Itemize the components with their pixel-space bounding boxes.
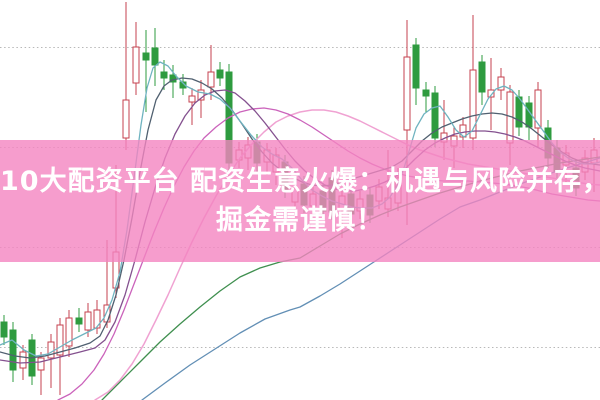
headline-banner: 10大配资平台 配资生意火爆：机遇与风险并存， 掘金需谨慎！ (0, 140, 600, 262)
headline-line-2: 掘金需谨慎！ (216, 205, 384, 236)
headline-line-1: 10大配资平台 配资生意火爆：机遇与风险并存， (0, 166, 600, 197)
